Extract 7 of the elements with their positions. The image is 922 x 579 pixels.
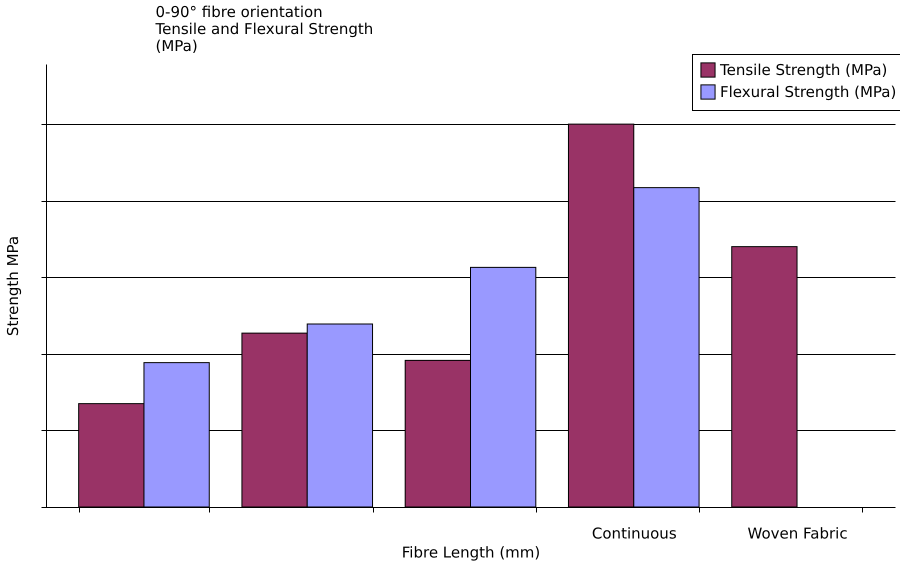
legend-label: Flexural Strength (MPa) [720,83,896,101]
x-tick-label: Continuous [592,524,677,542]
legend-label: Tensile Strength (MPa) [719,61,888,79]
x-tick-label: Woven Fabric [748,524,848,542]
y-axis-title: Strength MPa [4,236,22,336]
x-axis-title: Fibre Length (mm) [402,544,540,562]
chart-title: 0-90° fibre orientation Tensile and Flexural Strength (MPa) [154,3,374,55]
